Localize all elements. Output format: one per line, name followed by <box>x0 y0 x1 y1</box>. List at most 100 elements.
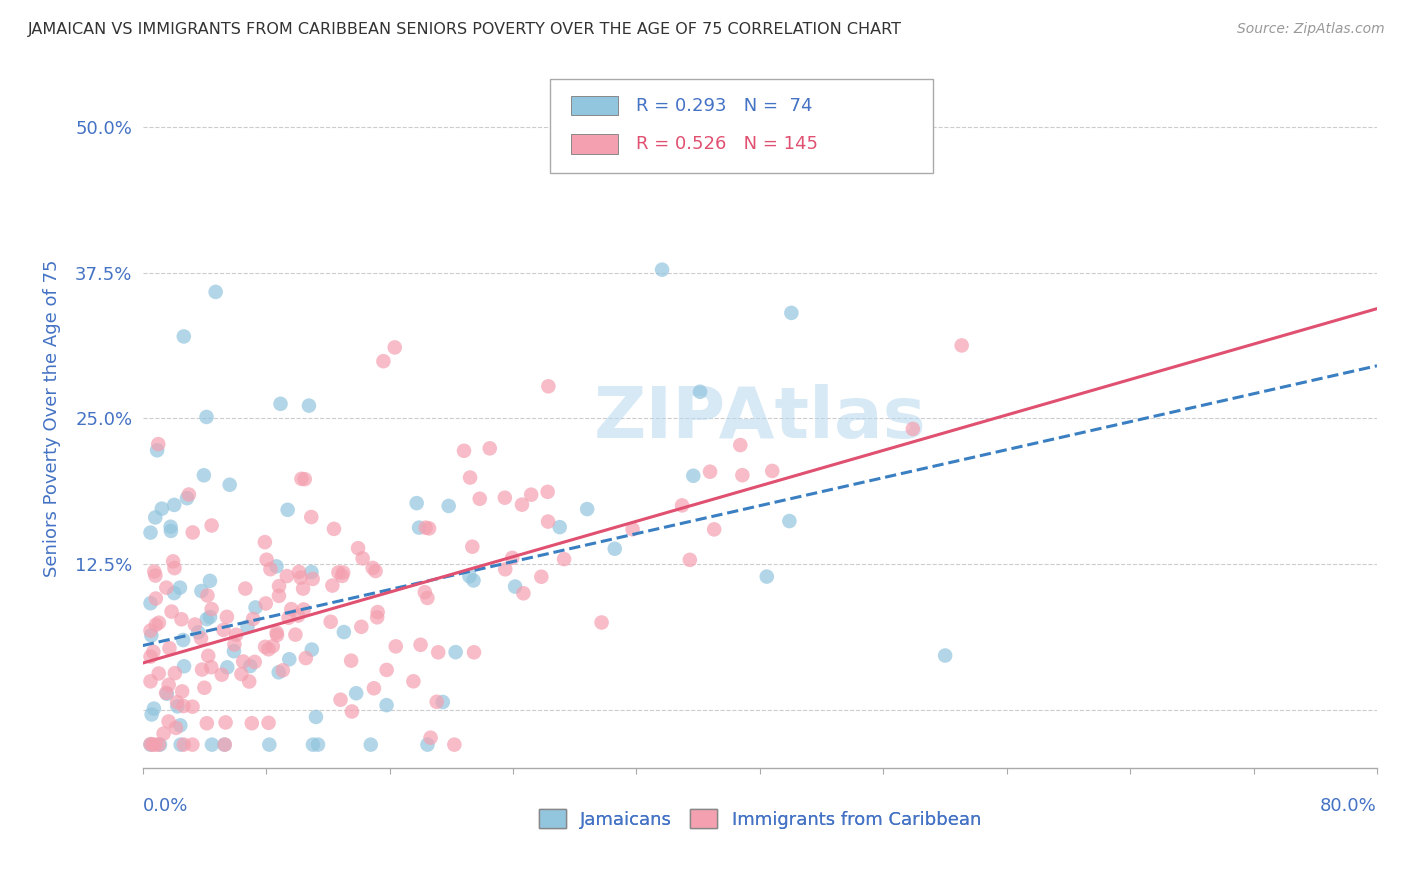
Point <box>367 605 389 619</box>
Point <box>259 738 281 752</box>
Point <box>603 541 626 556</box>
Point <box>148 666 170 681</box>
Point <box>155 686 177 700</box>
Point <box>319 615 342 629</box>
Point <box>139 737 162 751</box>
Point <box>143 510 166 524</box>
Point <box>181 738 204 752</box>
Point <box>198 574 221 588</box>
Point <box>160 524 183 538</box>
Point <box>212 623 235 637</box>
Point <box>176 491 198 505</box>
Point <box>211 667 233 681</box>
Point <box>214 738 236 752</box>
Point <box>240 716 263 731</box>
Text: R = 0.293   N =  74: R = 0.293 N = 74 <box>637 96 813 114</box>
Point <box>254 640 277 654</box>
Point <box>416 591 439 605</box>
Point <box>494 491 516 505</box>
Point <box>166 699 188 714</box>
Point <box>321 578 343 592</box>
Point <box>141 628 163 642</box>
Point <box>163 666 186 681</box>
Point <box>201 602 224 616</box>
Point <box>699 465 721 479</box>
Point <box>375 663 398 677</box>
Point <box>301 642 323 657</box>
Point <box>755 569 778 583</box>
Point <box>159 520 181 534</box>
Point <box>214 715 236 730</box>
Point <box>259 562 281 576</box>
Text: ZIPAtlas: ZIPAtlas <box>593 384 927 453</box>
Point <box>243 655 266 669</box>
Point <box>163 498 186 512</box>
Point <box>453 443 475 458</box>
Point <box>139 596 162 610</box>
Point <box>288 565 311 579</box>
Point <box>145 568 167 582</box>
Point <box>458 569 481 583</box>
Point <box>217 660 239 674</box>
Point <box>149 738 172 752</box>
Point <box>254 597 277 611</box>
FancyBboxPatch shape <box>571 95 619 115</box>
Point <box>512 586 534 600</box>
Point <box>292 582 315 596</box>
Point <box>198 610 221 624</box>
Point <box>145 617 167 632</box>
Point <box>257 715 280 730</box>
Point <box>187 625 209 640</box>
Point <box>193 681 215 695</box>
Point <box>160 605 183 619</box>
Point <box>731 468 754 483</box>
Point <box>141 738 163 752</box>
Point <box>591 615 613 630</box>
Point <box>778 514 800 528</box>
Point <box>503 580 526 594</box>
Point <box>287 608 309 623</box>
Point <box>267 589 290 603</box>
Point <box>181 699 204 714</box>
Point <box>195 409 218 424</box>
Point <box>501 550 523 565</box>
Point <box>270 397 292 411</box>
Point <box>352 551 374 566</box>
Point <box>197 648 219 663</box>
Point <box>142 701 165 715</box>
Point <box>256 552 278 566</box>
Text: JAMAICAN VS IMMIGRANTS FROM CARIBBEAN SENIORS POVERTY OVER THE AGE OF 75 CORRELA: JAMAICAN VS IMMIGRANTS FROM CARIBBEAN SE… <box>28 22 903 37</box>
Point <box>344 686 367 700</box>
Point <box>162 554 184 568</box>
Point <box>218 477 240 491</box>
Text: R = 0.526   N = 145: R = 0.526 N = 145 <box>637 135 818 153</box>
Point <box>238 674 260 689</box>
Point <box>347 541 370 556</box>
Point <box>415 521 437 535</box>
Point <box>173 699 195 714</box>
Point <box>231 667 253 681</box>
Point <box>305 710 328 724</box>
Point <box>463 645 485 659</box>
Point <box>328 566 350 580</box>
Point <box>148 738 170 752</box>
Point <box>537 484 560 499</box>
Point <box>146 443 169 458</box>
Point <box>298 399 321 413</box>
Point <box>323 522 346 536</box>
Point <box>262 639 284 653</box>
Point <box>266 559 288 574</box>
Point <box>257 642 280 657</box>
Point <box>360 738 382 752</box>
Point <box>294 651 316 665</box>
Point <box>139 674 162 689</box>
Point <box>195 716 218 731</box>
Point <box>166 695 188 709</box>
Point <box>418 521 440 535</box>
Legend: Jamaicans, Immigrants from Caribbean: Jamaicans, Immigrants from Caribbean <box>531 802 988 836</box>
Point <box>333 625 356 640</box>
Point <box>730 438 752 452</box>
Point <box>651 262 673 277</box>
Point <box>141 707 163 722</box>
Point <box>173 659 195 673</box>
